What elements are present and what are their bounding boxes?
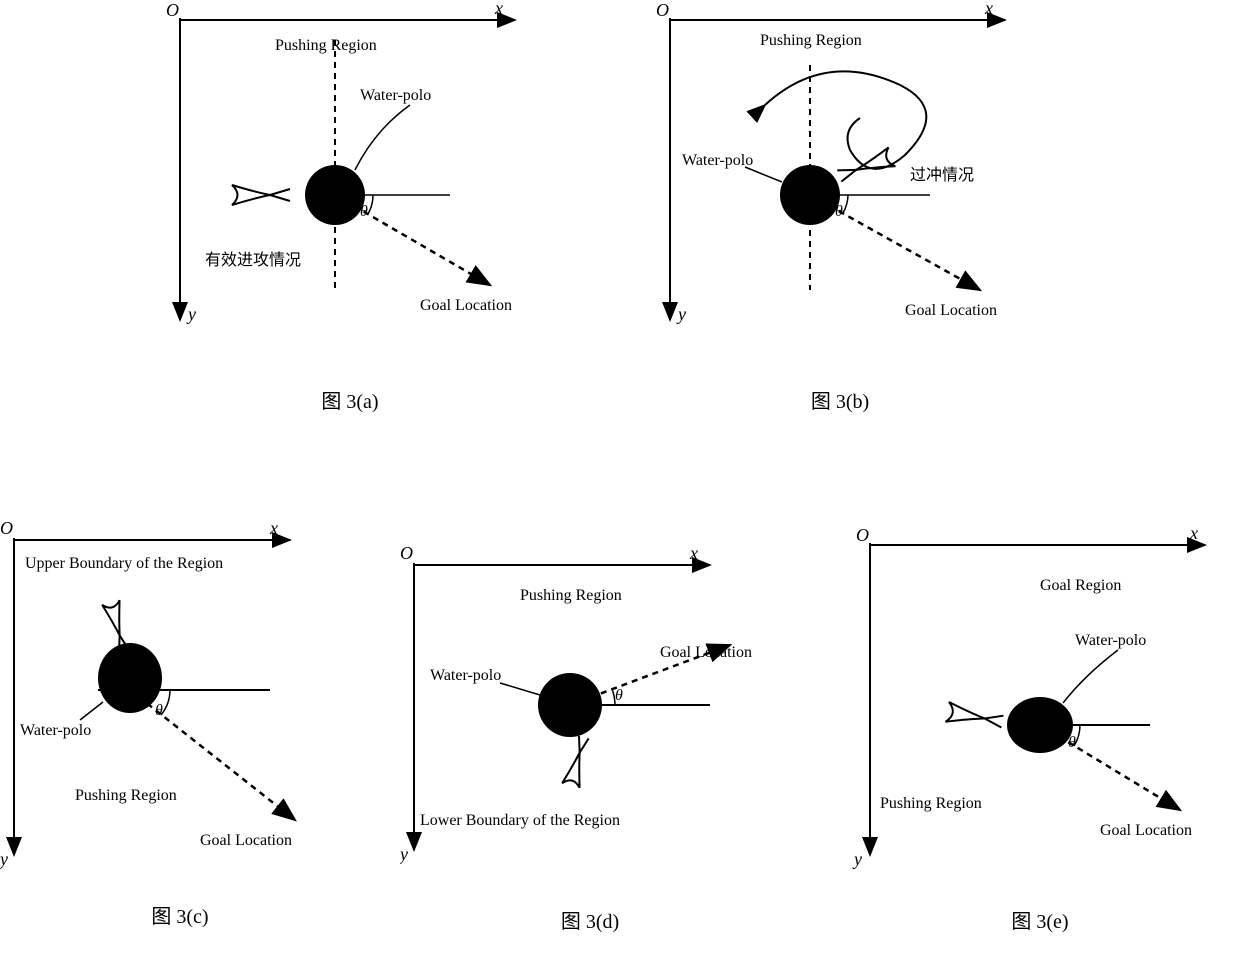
water-polo-ball — [538, 673, 602, 737]
water-polo-leader — [355, 105, 410, 170]
y-axis-label: y — [0, 849, 8, 869]
goal-location-label: Goal Location — [1100, 822, 1192, 839]
panel-d-svg: O x y Pushing Region θ Water-polo Goal L… — [400, 545, 780, 875]
pushing-region-label: Pushing Region — [275, 37, 377, 54]
theta-label: θ — [615, 687, 623, 704]
overshoot-arc — [765, 71, 926, 168]
water-polo-ball — [780, 165, 840, 225]
fish-icon — [232, 185, 290, 205]
origin-label: O — [0, 520, 13, 538]
panel-d: O x y Pushing Region θ Water-polo Goal L… — [400, 545, 780, 934]
origin-label: O — [656, 0, 669, 20]
origin-label: O — [166, 0, 179, 20]
y-axis-label: y — [852, 849, 862, 869]
panel-c-svg: O x y Upper Boundary of the Region θ Wat… — [0, 520, 360, 870]
panel-b: O x y Pushing Region θ Water-polo 过冲情况 G… — [650, 0, 1030, 414]
water-polo-label: Water-polo — [20, 722, 91, 739]
y-axis-label: y — [676, 304, 686, 324]
x-axis-label: x — [269, 520, 278, 538]
theta-label: θ — [155, 702, 163, 719]
origin-label: O — [400, 545, 413, 563]
panel-e-caption: 图 3(e) — [850, 905, 1230, 934]
x-axis-label: x — [984, 0, 993, 18]
pushing-region-label: Pushing Region — [520, 587, 622, 604]
panel-e: O x y Goal Region θ Water-polo Pushing R… — [850, 525, 1230, 934]
water-polo-leader — [80, 702, 103, 720]
panel-e-svg: O x y Goal Region θ Water-polo Pushing R… — [850, 525, 1230, 875]
panel-a: O x y Pushing Region θ Water-polo 有效进攻情况… — [160, 0, 540, 414]
effective-attack-label: 有效进攻情况 — [205, 251, 301, 269]
pushing-region-label: Pushing Region — [75, 787, 177, 804]
water-polo-leader — [1063, 650, 1118, 703]
water-polo-label: Water-polo — [1075, 632, 1146, 649]
panel-b-caption: 图 3(b) — [650, 385, 1030, 414]
water-polo-label: Water-polo — [682, 152, 753, 169]
theta-arc — [843, 195, 848, 213]
water-polo-leader — [500, 683, 540, 695]
upper-boundary-label: Upper Boundary of the Region — [25, 555, 223, 572]
pushing-region-label: Pushing Region — [760, 32, 862, 49]
goal-region-label: Goal Region — [1040, 577, 1121, 594]
water-polo-label: Water-polo — [360, 87, 431, 104]
y-axis-label: y — [400, 844, 408, 864]
panel-a-svg: O x y Pushing Region θ Water-polo 有效进攻情况… — [160, 0, 540, 340]
x-axis-label: x — [689, 545, 698, 563]
fish-icon — [562, 735, 592, 788]
theta-arc — [368, 195, 373, 214]
panel-b-svg: O x y Pushing Region θ Water-polo 过冲情况 G… — [650, 0, 1030, 340]
x-axis-label: x — [1189, 525, 1198, 543]
water-polo-ball — [98, 643, 162, 713]
fish-icon — [946, 702, 1005, 731]
pushing-region-label: Pushing Region — [880, 795, 982, 812]
water-polo-leader — [745, 167, 782, 182]
goal-location-label: Goal Location — [200, 832, 292, 849]
water-polo-ball — [1007, 697, 1073, 753]
panel-d-caption: 图 3(d) — [400, 905, 780, 934]
goal-location-label: Goal Location — [660, 644, 752, 661]
lower-boundary-label: Lower Boundary of the Region — [420, 812, 620, 829]
goal-location-label: Goal Location — [905, 302, 997, 319]
panel-c: O x y Upper Boundary of the Region θ Wat… — [0, 520, 360, 929]
water-polo-label: Water-polo — [430, 667, 501, 684]
y-axis-label: y — [186, 304, 196, 324]
goal-location-label: Goal Location — [420, 297, 512, 314]
water-polo-ball — [305, 165, 365, 225]
panel-c-caption: 图 3(c) — [0, 900, 360, 929]
origin-label: O — [856, 525, 869, 545]
x-axis-label: x — [494, 0, 503, 18]
overshoot-label: 过冲情况 — [910, 166, 974, 184]
panel-a-caption: 图 3(a) — [160, 385, 540, 414]
